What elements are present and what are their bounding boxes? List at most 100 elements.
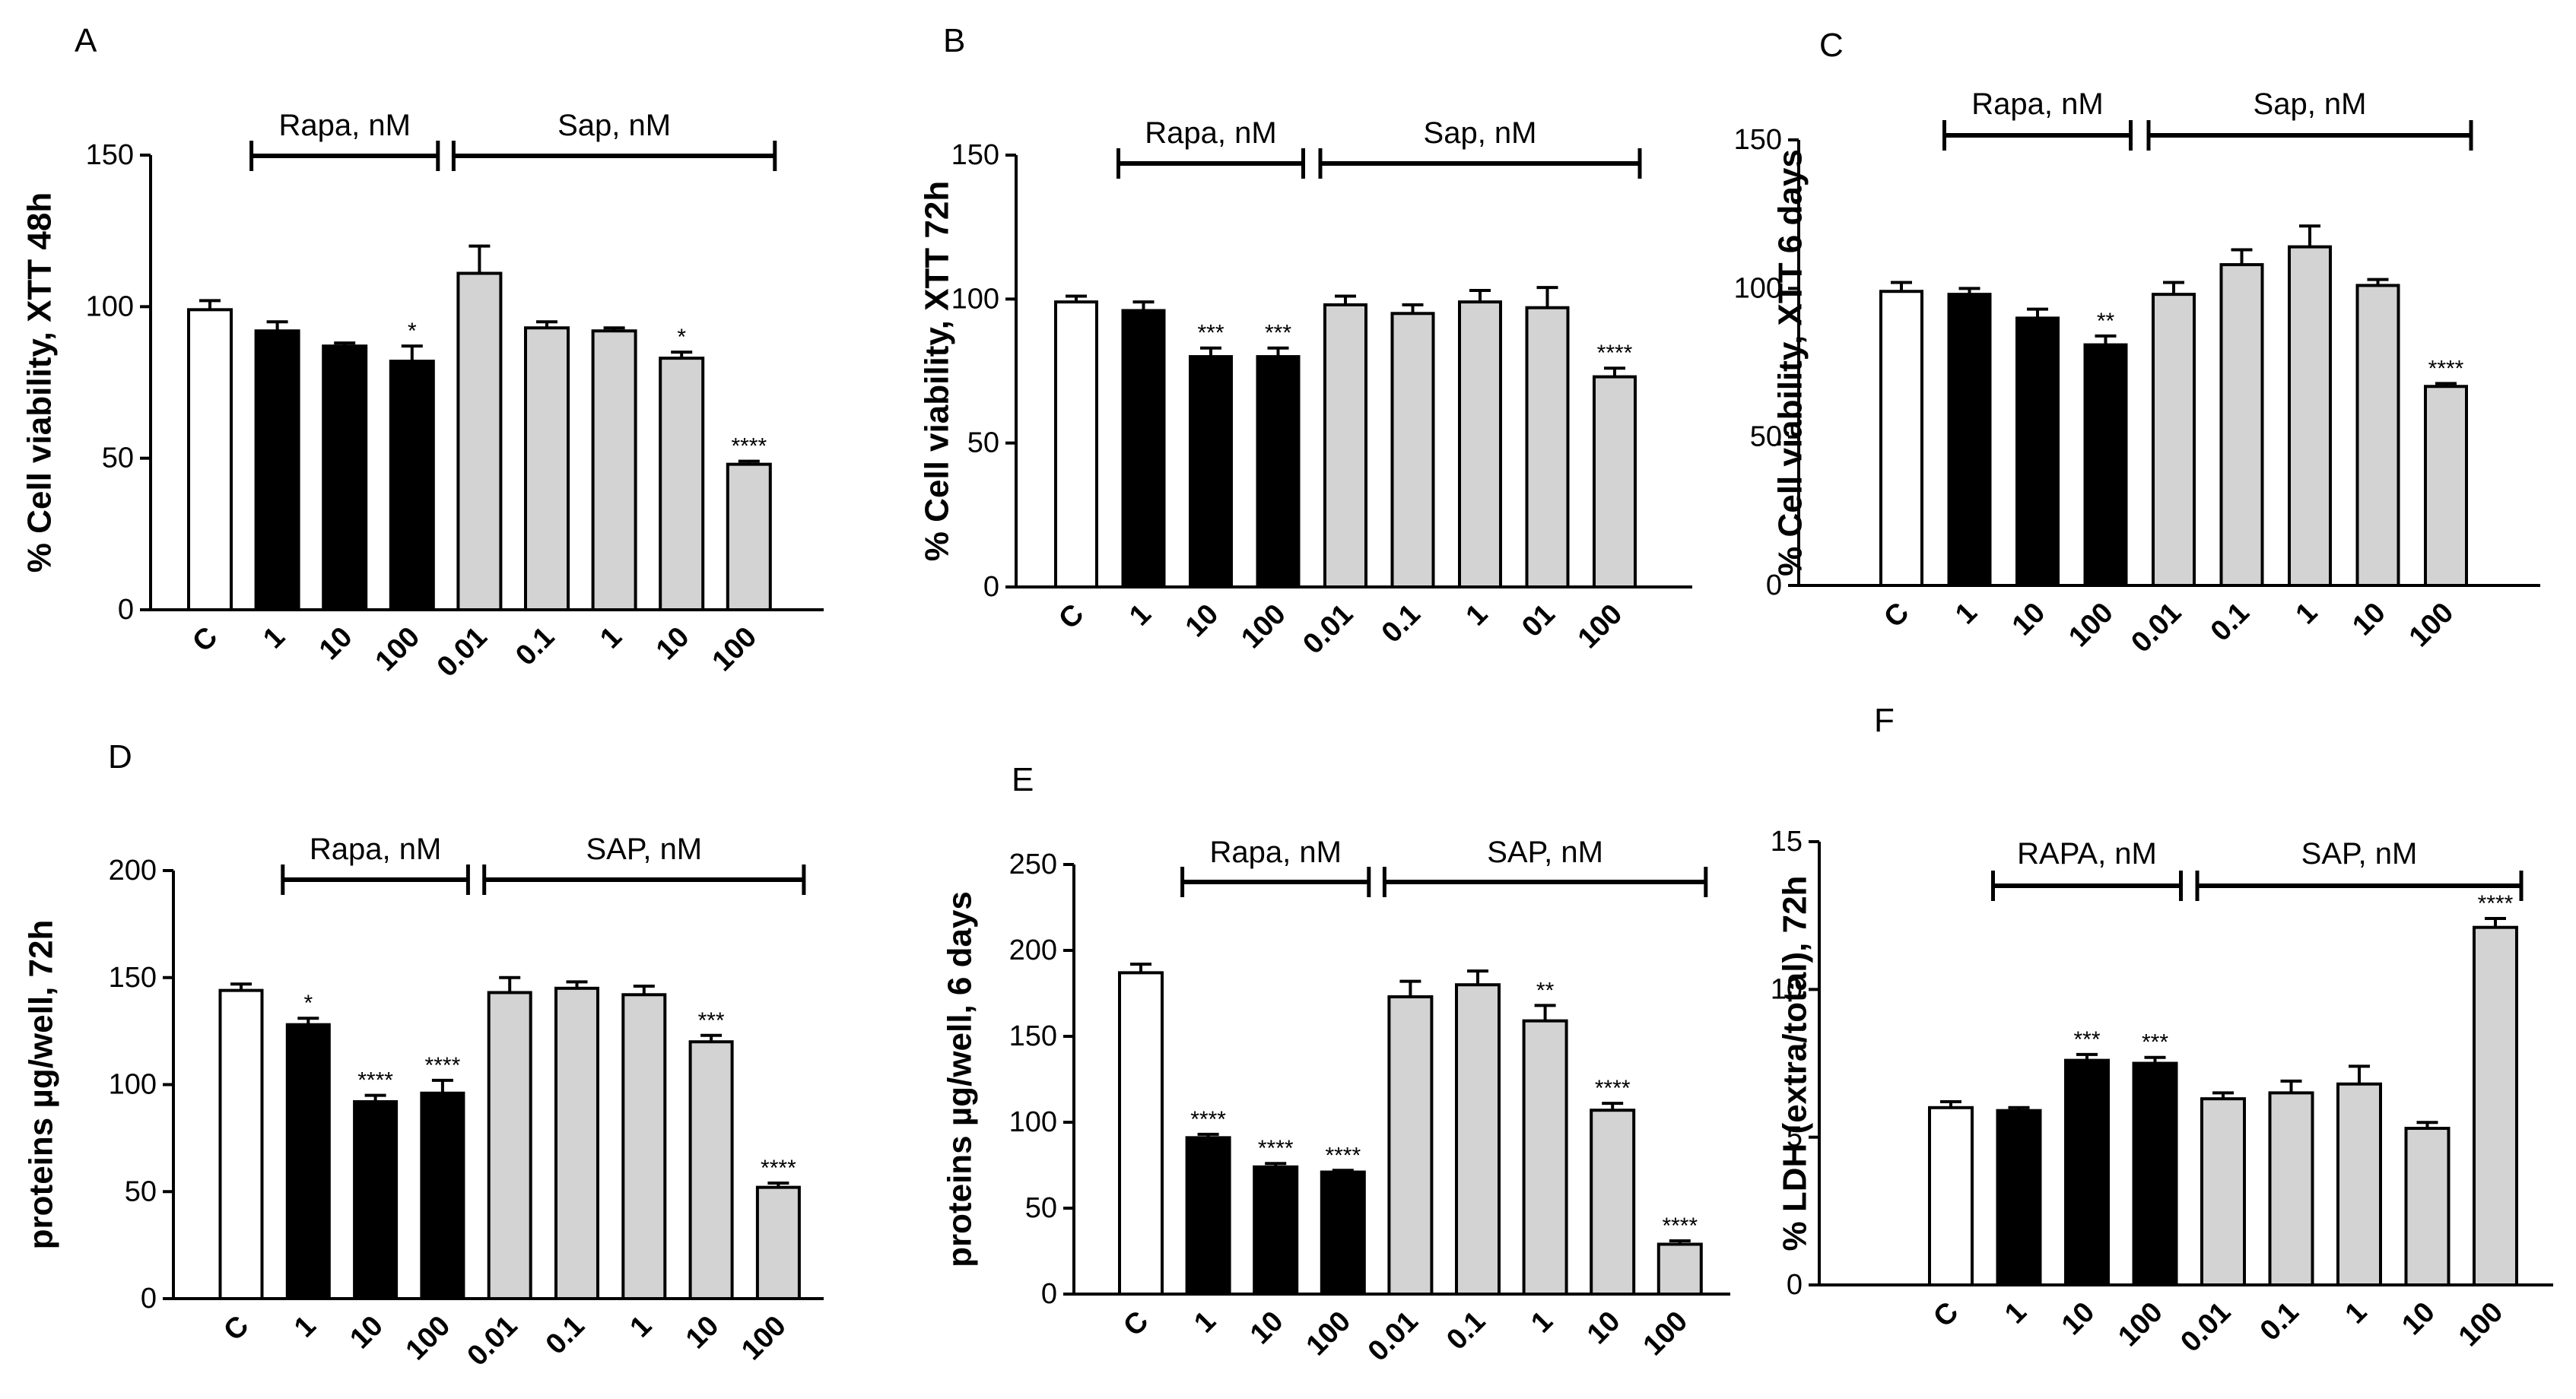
x-tick-label: 10 (1180, 598, 1225, 644)
bar-rapa (1253, 1165, 1299, 1296)
bar-sap (1323, 303, 1367, 588)
x-tick-label: C (218, 1310, 255, 1347)
x-tick-label: 1 (624, 1310, 659, 1344)
y-tick-label: 150 (1009, 1020, 1057, 1052)
bar-sap (2288, 245, 2332, 587)
significance-label: **** (1597, 341, 1633, 366)
x-tick-label: 0.1 (510, 621, 561, 672)
x-tick-label: 10 (2346, 597, 2392, 642)
x-tick-label: 1 (288, 1310, 322, 1344)
bracket-label: SAP, nM (2301, 837, 2418, 871)
panel-letter: F (1874, 702, 1895, 739)
x-tick-label: 0.01 (431, 621, 494, 684)
bar-sap (755, 1185, 801, 1300)
significance-label: *** (1197, 321, 1224, 346)
significance-label: **** (2478, 891, 2514, 916)
x-tick-label: C (1878, 597, 1915, 634)
bar-rapa (2015, 316, 2060, 587)
bar-sap (2355, 284, 2400, 587)
x-tick-label: 100 (1235, 598, 1292, 655)
bar-sap (726, 462, 772, 612)
x-tick-label: 100 (370, 621, 427, 678)
bar-rapa (2064, 1058, 2110, 1286)
bar-sap (2219, 263, 2264, 587)
bar-rapa (285, 1023, 331, 1301)
bar-rapa (254, 329, 300, 611)
significance-label: * (408, 319, 417, 344)
significance-label: *** (1265, 321, 1291, 346)
bar-sap (1387, 995, 1434, 1296)
panel-letter: A (75, 22, 97, 59)
x-tick-label: 10 (2006, 597, 2052, 642)
significance-label: **** (1258, 1136, 1294, 1161)
x-tick-label: 1 (257, 621, 291, 655)
significance-label: **** (357, 1068, 393, 1093)
significance-label: ** (2097, 309, 2115, 334)
x-tick-label: 100 (1572, 598, 1629, 655)
significance-label: * (303, 991, 313, 1016)
y-axis-title: proteins µg/well, 72h (23, 920, 60, 1250)
y-axis-title: % Cell viability, XTT 48h (21, 192, 59, 573)
bracket-label: SAP, nM (586, 833, 702, 866)
bar-sap (2268, 1091, 2314, 1287)
y-tick-label: 100 (951, 283, 999, 315)
panel-letter: E (1012, 761, 1034, 798)
bar-control (1118, 971, 1164, 1296)
bar-sap (659, 357, 705, 611)
bar-sap (1656, 1242, 1703, 1296)
x-tick-label: 10 (344, 1310, 389, 1356)
bracket-label: Rapa, nM (1971, 87, 2103, 121)
bar-sap (456, 271, 503, 611)
bracket-label: Rapa, nM (1209, 836, 1341, 869)
significance-label: *** (2142, 1030, 2168, 1055)
x-tick-label: 1 (1525, 1305, 1559, 1340)
bar-sap (591, 329, 637, 611)
x-tick-label: 0.01 (1297, 598, 1359, 661)
bracket-label: RAPA, nM (2017, 837, 2157, 871)
panel-letter: D (108, 738, 132, 776)
x-tick-label: 1 (1949, 597, 1984, 631)
bar-sap (1390, 312, 1435, 588)
bar-rapa (1189, 355, 1233, 588)
bar-sap (1455, 983, 1501, 1296)
bar-rapa (1947, 293, 1992, 587)
bar-rapa (1185, 1136, 1231, 1296)
y-tick-label: 0 (141, 1283, 157, 1315)
x-tick-label: 01 (1516, 598, 1561, 644)
x-tick-label: 100 (2403, 597, 2460, 654)
y-tick-label: 0 (1766, 569, 1782, 601)
bar-control (218, 988, 264, 1300)
bar-sap (2152, 293, 2196, 587)
x-tick-label: 1 (1999, 1296, 2033, 1331)
x-tick-label: 100 (735, 1310, 792, 1367)
significance-label: * (677, 325, 686, 350)
x-tick-label: C (1053, 598, 1090, 636)
bar-sap (2336, 1082, 2382, 1286)
bar-sap (1593, 375, 1637, 588)
y-tick-label: 100 (86, 290, 134, 322)
significance-label: **** (425, 1053, 461, 1078)
x-tick-label: 10 (680, 1310, 726, 1356)
bar-sap (2200, 1097, 2246, 1287)
bar-rapa (1996, 1109, 2042, 1286)
y-tick-label: 10 (1771, 973, 1803, 1005)
bar-sap (487, 991, 532, 1300)
y-tick-label: 250 (1009, 849, 1057, 880)
bar-control (1928, 1106, 1974, 1287)
x-tick-label: 0.1 (540, 1310, 591, 1361)
bar-rapa (2132, 1061, 2178, 1286)
x-tick-label: 1 (1460, 598, 1494, 633)
panel-letter: B (943, 22, 965, 59)
y-tick-label: 0 (1787, 1269, 1803, 1301)
bar-sap (621, 993, 667, 1301)
y-tick-label: 50 (125, 1175, 157, 1207)
x-tick-label: 0.1 (1440, 1305, 1491, 1356)
x-tick-label: 10 (2396, 1296, 2441, 1342)
bracket-label: Sap, nM (2254, 87, 2367, 121)
significance-label: ** (1536, 978, 1555, 1003)
